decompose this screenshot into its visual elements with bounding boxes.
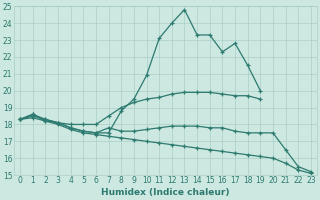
X-axis label: Humidex (Indice chaleur): Humidex (Indice chaleur) (101, 188, 230, 197)
